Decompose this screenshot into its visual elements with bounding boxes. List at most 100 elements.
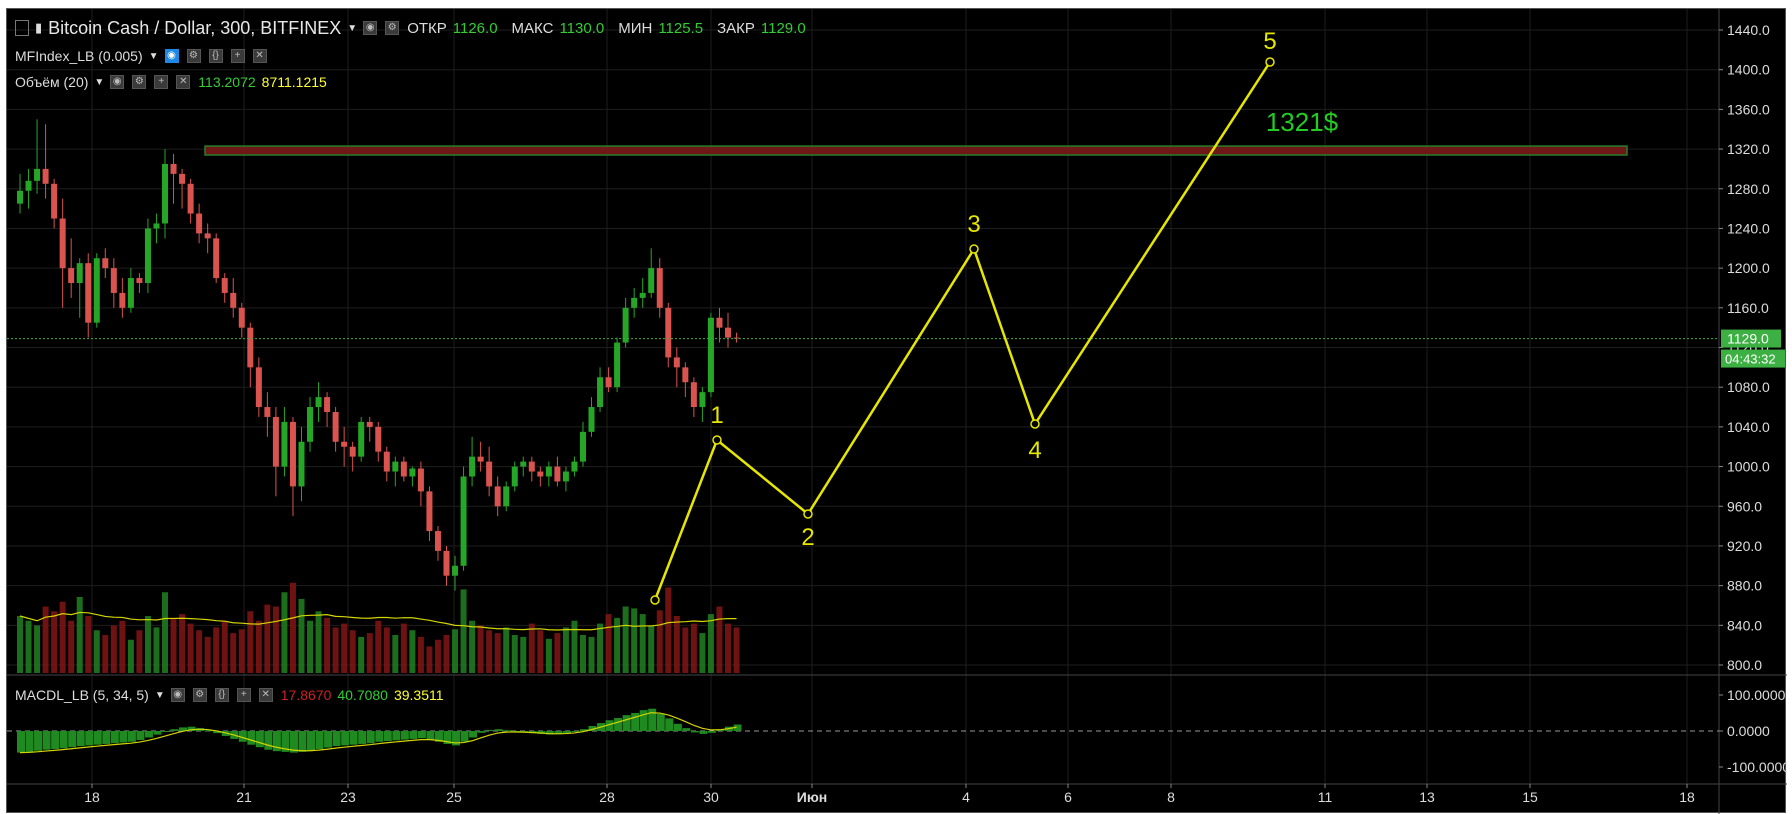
candle <box>614 337 621 393</box>
volume-bar <box>665 587 672 673</box>
candle <box>298 426 305 502</box>
macd-bar <box>324 731 333 748</box>
candle <box>358 416 365 462</box>
candle-body <box>298 441 305 487</box>
add-icon[interactable]: + <box>230 49 245 63</box>
price-tick-label: 920.0 <box>1727 538 1762 554</box>
candle <box>85 253 92 338</box>
source-code-icon[interactable]: {} <box>208 49 223 63</box>
candle <box>196 203 203 244</box>
candle <box>324 392 331 427</box>
price-tick-label: 1080.0 <box>1727 379 1770 395</box>
macd-bar <box>690 731 699 733</box>
settings-icon[interactable]: ⚙ <box>186 49 201 63</box>
add-icon[interactable]: + <box>154 75 169 89</box>
volume-label[interactable]: Объём (20) <box>15 74 89 90</box>
add-icon[interactable]: + <box>236 688 251 702</box>
price-tick-label: 1280.0 <box>1727 181 1770 197</box>
time-tick-label: 8 <box>1167 789 1175 805</box>
volume-bar <box>469 620 476 673</box>
candle-body <box>332 411 339 442</box>
macd-bar <box>358 731 367 744</box>
candle <box>545 461 552 487</box>
candle <box>528 456 535 482</box>
eye-icon[interactable]: ◉ <box>110 75 125 89</box>
candle-body <box>648 268 655 293</box>
candle-body <box>42 168 49 184</box>
price-tick-label: 1400.0 <box>1727 62 1770 78</box>
candle-body <box>196 213 203 234</box>
macd-bar <box>417 731 426 739</box>
candle <box>648 248 655 298</box>
macd-bar <box>332 731 341 747</box>
source-code-icon[interactable]: {} <box>214 688 229 702</box>
chart-canvas[interactable]: 123451321$1440.01400.01360.01320.01280.0… <box>7 9 1787 814</box>
macd-bar <box>349 731 358 745</box>
volume-bar <box>477 625 484 673</box>
macd-signal-line <box>19 712 737 754</box>
macd-bar <box>187 726 196 731</box>
settings-icon[interactable]: ⚙ <box>192 688 207 702</box>
eye-icon[interactable]: ◉ <box>363 21 378 35</box>
candle-body <box>25 180 32 191</box>
time-tick-label: 13 <box>1419 789 1435 805</box>
macd-bar <box>42 731 51 750</box>
volume-bar <box>366 633 373 673</box>
candle-body <box>281 421 288 467</box>
candle-body <box>443 550 450 576</box>
macd-dropdown-icon[interactable]: ▼ <box>154 689 165 701</box>
settings-icon[interactable]: ⚙ <box>132 75 147 89</box>
symbol-title[interactable]: Bitcoin Cash / Dollar, 300, BITFINEX <box>48 17 342 38</box>
macd-bar <box>17 731 25 753</box>
flag-icon: ▮ <box>35 20 43 35</box>
eye-icon[interactable]: ◉ <box>164 49 179 63</box>
volume-bar <box>707 614 714 673</box>
macd-bar <box>34 731 43 751</box>
macd-bar <box>204 730 213 732</box>
volume-bar <box>247 611 254 673</box>
candle <box>511 461 518 492</box>
macd-bar <box>614 718 623 731</box>
volume-bar <box>68 620 75 673</box>
macd-bar <box>315 731 324 749</box>
candle-body <box>366 421 373 427</box>
close-icon[interactable]: ✕ <box>258 688 273 702</box>
collapse-icon[interactable] <box>15 20 29 36</box>
mfi-label[interactable]: MFIndex_LB (0.005) <box>15 48 143 64</box>
macd-bar <box>289 731 298 753</box>
candle-body <box>204 233 211 239</box>
candle-body <box>656 268 663 308</box>
wave-label: 3 <box>967 211 980 238</box>
volume-bar <box>332 627 339 673</box>
macd-bar <box>545 731 554 735</box>
eye-icon[interactable]: ◉ <box>170 688 185 702</box>
mfi-dropdown-icon[interactable]: ▼ <box>148 50 159 62</box>
ohlc-low-key: МИН <box>618 19 653 37</box>
candle-body <box>571 461 578 472</box>
macd-bar <box>162 731 171 732</box>
macd-bar <box>639 710 648 731</box>
candle <box>119 278 126 318</box>
time-tick-label: 18 <box>1679 789 1695 805</box>
macd-bar <box>631 713 640 731</box>
candle <box>486 446 493 497</box>
volume-bar <box>264 604 271 673</box>
close-icon[interactable]: ✕ <box>176 75 191 89</box>
volume-bar <box>298 598 305 673</box>
close-icon[interactable]: ✕ <box>252 49 267 63</box>
ohlc-open-key: ОТКР <box>407 19 447 37</box>
volume-bar <box>614 617 621 673</box>
symbol-dropdown-icon[interactable]: ▼ <box>347 22 358 34</box>
wave-point <box>1265 57 1275 67</box>
volume-bar <box>153 627 160 673</box>
macd-label[interactable]: MACDL_LB (5, 34, 5) <box>15 687 149 703</box>
candle <box>281 407 288 477</box>
volume-dropdown-icon[interactable]: ▼ <box>94 76 105 88</box>
volume-bar <box>307 620 314 673</box>
candle-body <box>136 278 143 284</box>
settings-icon[interactable]: ⚙ <box>385 21 400 35</box>
macd-bar <box>707 731 716 733</box>
candle-body <box>221 278 228 293</box>
macd-bar <box>127 731 136 742</box>
countdown-tag <box>1721 349 1785 368</box>
